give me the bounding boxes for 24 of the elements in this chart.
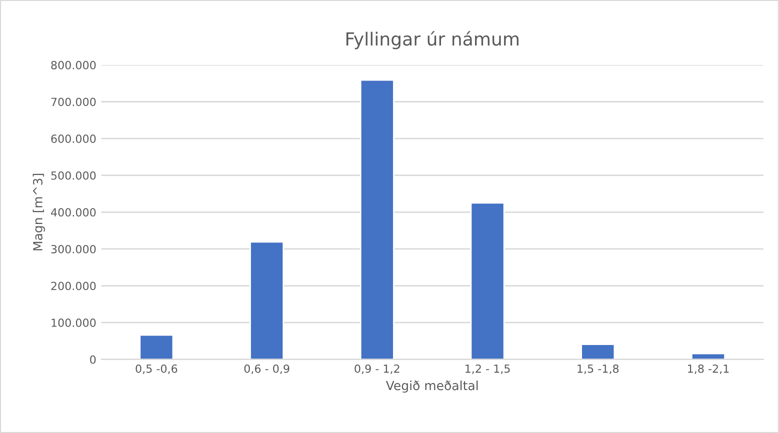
y-tick-label: 300.000 [51,244,96,254]
y-tick-label: 600.000 [51,134,96,143]
bar [139,334,174,360]
x-tick-label: 0,6 - 0,9 [244,364,290,374]
x-axis-title: Vegið meðaltal [386,380,478,393]
y-tick-label: 800.000 [51,60,96,70]
y-axis-title: Magn [m^3] [32,174,45,250]
bar [580,344,616,360]
x-tick-label: 1,2 - 1,5 [466,364,510,374]
chart-title: Fyllingar úr námum [346,31,518,50]
y-tick-label: 400.000 [51,208,96,217]
bar [250,241,284,360]
bar [690,352,726,360]
y-tick-label: 500.000 [51,171,96,180]
x-tick-label: 1,8 -2,1 [688,364,729,374]
y-tick-label: 700.000 [51,98,96,106]
x-tick-label: 0,9 - 1,2 [354,364,400,374]
x-tick-label: 1,5 -1,8 [578,364,619,374]
y-tick-label: 200.000 [51,282,96,290]
x-tick-label: 0,5 -0,6 [136,364,178,374]
bar [360,79,394,360]
y-tick-label: 0 [90,355,96,364]
y-tick-label: 100.000 [52,318,96,327]
bar [470,202,505,360]
